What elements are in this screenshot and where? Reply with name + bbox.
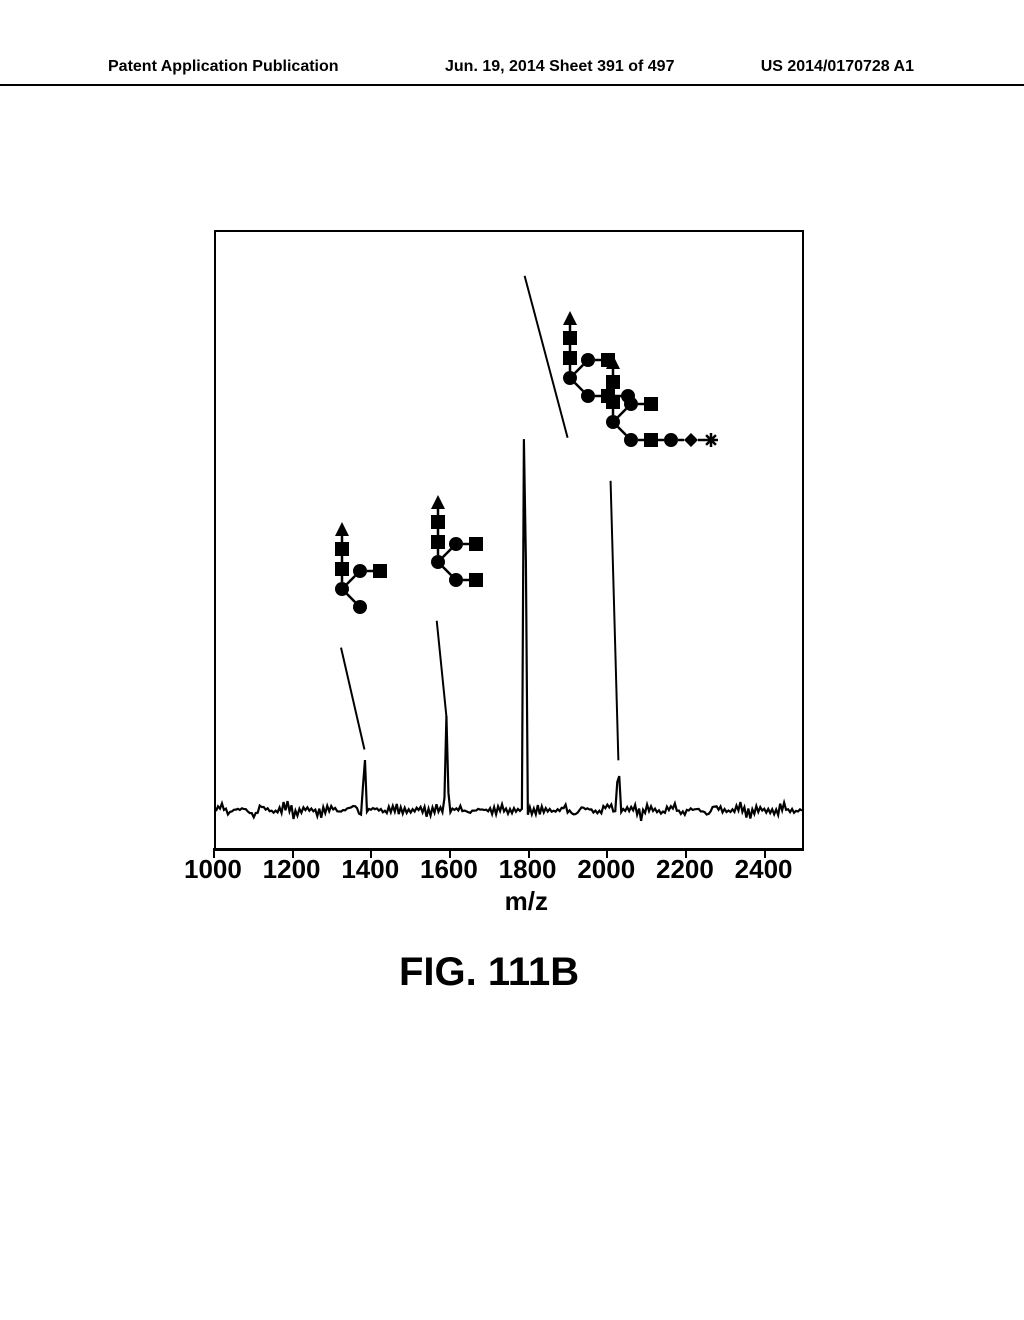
x-tick-label: 1200	[263, 854, 321, 885]
glycan-annotation-0	[326, 519, 426, 658]
header-left: Patent Application Publication	[108, 58, 339, 76]
glycan-annotation-3	[597, 352, 757, 491]
x-tick-label: 2200	[656, 854, 714, 885]
glycan-annotation-1	[422, 492, 522, 631]
x-tick-label: 2400	[735, 854, 793, 885]
x-tick-label: 1600	[420, 854, 478, 885]
header-right: US 2014/0170728 A1	[761, 58, 914, 76]
page-header: Patent Application Publication Jun. 19, …	[0, 56, 1024, 86]
mass-spectrum-chart	[214, 230, 804, 850]
header-center: Jun. 19, 2014 Sheet 391 of 497	[445, 58, 674, 76]
x-axis-label: m/z	[505, 886, 548, 917]
x-tick-label: 1800	[499, 854, 557, 885]
x-tick-label: 1400	[341, 854, 399, 885]
figure-label: FIG. 111B	[399, 950, 579, 995]
x-tick-label: 1000	[184, 854, 242, 885]
page: Patent Application Publication Jun. 19, …	[0, 0, 1024, 1320]
x-tick-label: 2000	[577, 854, 635, 885]
